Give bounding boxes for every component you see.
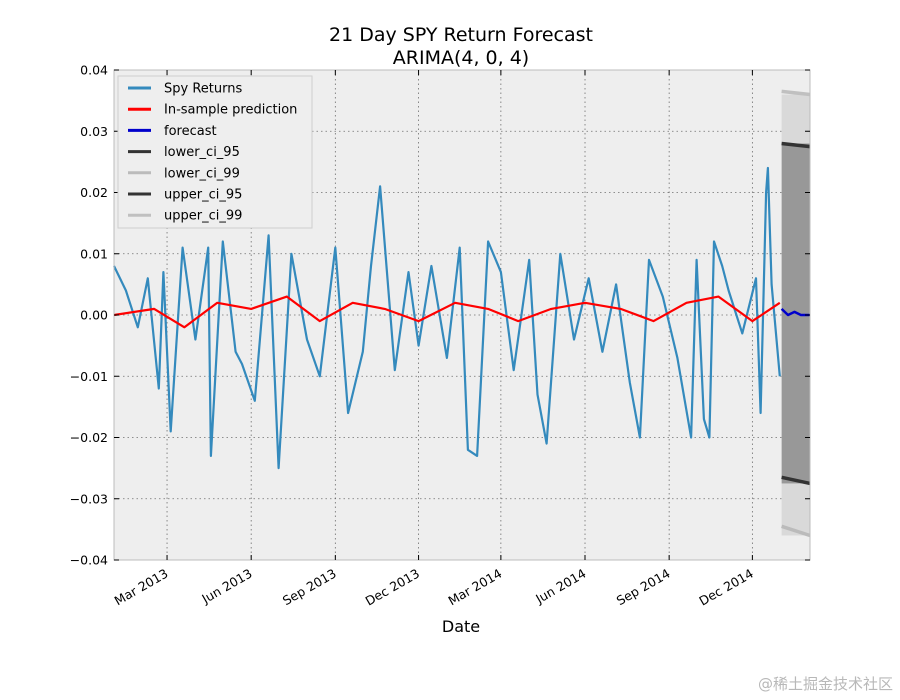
chart-title: 21 Day SPY Return Forecast <box>329 24 593 46</box>
y-tick-label: −0.04 <box>70 553 108 568</box>
x-axis-label: Date <box>442 617 480 636</box>
legend-label: forecast <box>164 124 217 139</box>
legend-label: upper_ci_99 <box>164 209 242 224</box>
x-tick-label: Sep 2013 <box>280 566 339 609</box>
y-tick-label: 0.03 <box>80 124 108 139</box>
chart-subtitle: ARIMA(4, 0, 4) <box>393 47 529 69</box>
series-in-sample-prediction <box>113 295 781 329</box>
y-axis-ticks: −0.04 −0.03 −0.02 −0.01 0.00 0.01 0.02 0.03 0.04 <box>70 63 810 568</box>
y-tick-label: 0.00 <box>80 308 108 323</box>
x-tick-label: Dec 2014 <box>696 566 755 609</box>
legend-label: lower_ci_95 <box>164 145 240 160</box>
series-forecast <box>780 307 810 317</box>
y-tick-label: −0.02 <box>70 430 108 445</box>
series-lines <box>113 89 811 538</box>
y-tick-label: 0.02 <box>80 185 108 200</box>
y-tick-label: −0.03 <box>70 491 108 506</box>
x-tick-label: Mar 2013 <box>112 566 171 609</box>
legend-label: Spy Returns <box>164 82 242 97</box>
legend: Spy Returns In-sample prediction forecast l… <box>117 75 313 229</box>
x-tick-label: Mar 2014 <box>445 566 504 609</box>
x-tick-label: Jun 2014 <box>532 566 588 607</box>
legend-label: lower_ci_99 <box>164 166 240 181</box>
watermark: @稀土掘金技术社区 <box>758 675 893 693</box>
series-spy-returns <box>113 166 781 470</box>
legend-label: In-sample prediction <box>164 103 297 118</box>
y-tick-label: 0.04 <box>80 63 108 78</box>
x-tick-label: Jun 2013 <box>198 566 254 607</box>
y-tick-label: 0.01 <box>80 246 108 261</box>
x-tick-label: Sep 2014 <box>614 566 673 609</box>
x-tick-label: Dec 2013 <box>363 566 422 609</box>
series-lower-ci-99 <box>781 524 811 538</box>
legend-label: upper_ci_95 <box>164 188 242 203</box>
y-tick-label: −0.01 <box>70 369 108 384</box>
series-upper-ci-99 <box>781 89 811 97</box>
series-upper-ci-95 <box>781 141 811 149</box>
series-lower-ci-95 <box>781 475 811 486</box>
